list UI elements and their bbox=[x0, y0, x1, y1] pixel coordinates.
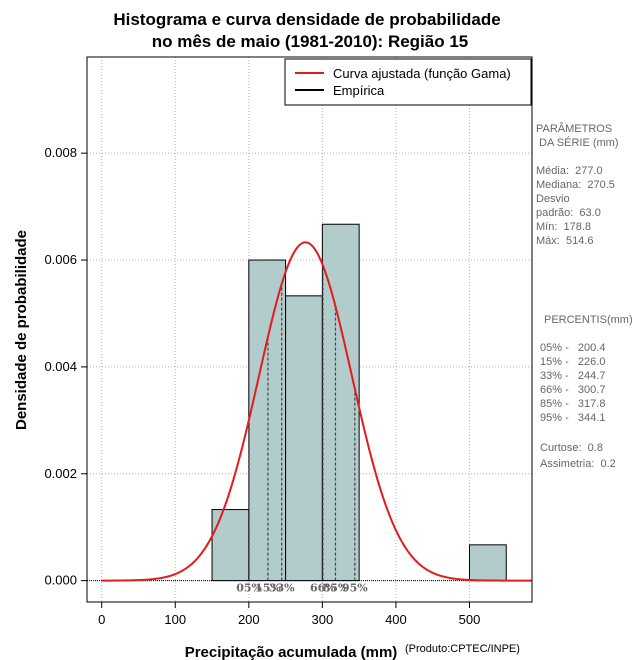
x-axis-label: Precipitação acumulada (mm) bbox=[185, 644, 398, 660]
y-axis-label: Densidade de probabilidade bbox=[13, 230, 30, 430]
legend-box bbox=[284, 58, 532, 106]
chart-title: Histograma e curva densidade de probabil… bbox=[113, 10, 500, 51]
histogram-bar bbox=[285, 295, 323, 582]
series-parameters-panel: PARÂMETROS DA SÉRIE (mm) Média: 277.0 Me… bbox=[536, 122, 633, 470]
param-sd-value: padrão: 63.0 bbox=[536, 207, 601, 219]
chart-title-line-2: no mês de maio (1981-2010): Região 15 bbox=[152, 32, 469, 51]
param-median: Mediana: 270.5 bbox=[536, 179, 615, 191]
x-tick-label: 400 bbox=[385, 612, 407, 627]
x-tick-label: 200 bbox=[238, 612, 260, 627]
x-tick-label: 300 bbox=[312, 612, 334, 627]
stat-kurtosis: Curtose: 0.8 bbox=[540, 442, 603, 454]
percentile-line-label: 33% bbox=[269, 582, 295, 595]
y-tick-label: 0.002 bbox=[44, 466, 77, 481]
percentile-lines bbox=[248, 265, 356, 581]
percentile-line-label: 66% bbox=[310, 582, 336, 595]
percentile-line-label: 05% bbox=[236, 582, 262, 595]
param-min: Mín: 178.8 bbox=[536, 221, 591, 233]
percentis-title: PERCENTIS(mm) bbox=[544, 314, 633, 326]
percentile-95: 95% - 344.1 bbox=[540, 412, 605, 424]
y-tick-label: 0.004 bbox=[44, 359, 77, 374]
plot-frame bbox=[86, 56, 533, 603]
percentile-line-label: 95% bbox=[342, 582, 368, 595]
fitted-gamma-curve bbox=[101, 241, 532, 582]
legend-label-empirical: Empírica bbox=[333, 83, 385, 98]
x-axis-ticks: 0 100 200 300 400 500 bbox=[98, 602, 480, 627]
params-title-line-2: DA SÉRIE (mm) bbox=[536, 136, 619, 149]
histogram-bar bbox=[468, 544, 507, 582]
legend-label-fitted: Curva ajustada (função Gama) bbox=[333, 66, 511, 81]
y-axis-ticks: 0.000 0.002 0.004 0.006 0.008 bbox=[44, 145, 87, 588]
percentile-33: 33% - 244.7 bbox=[540, 370, 605, 382]
param-mean: Média: 277.0 bbox=[536, 165, 603, 177]
histogram-bar bbox=[211, 509, 250, 582]
x-tick-label: 500 bbox=[459, 612, 481, 627]
legend: Curva ajustada (função Gama) Empírica bbox=[284, 58, 532, 106]
percentile-labels: 05%15%33% 66%85%95% bbox=[236, 582, 368, 595]
product-credit: (Produto:CPTEC/INPE) bbox=[405, 643, 520, 655]
percentile-85: 85% - 317.8 bbox=[540, 398, 605, 410]
stat-skewness: Assimetria: 0.2 bbox=[540, 458, 616, 470]
percentile-05: 05% - 200.4 bbox=[540, 342, 605, 354]
y-tick-label: 0.000 bbox=[44, 573, 77, 588]
y-tick-label: 0.006 bbox=[44, 252, 77, 267]
histogram-bar bbox=[248, 259, 287, 582]
x-tick-label: 0 bbox=[98, 612, 105, 627]
y-tick-label: 0.008 bbox=[44, 145, 77, 160]
param-max: Máx: 514.6 bbox=[536, 235, 593, 247]
percentile-66: 66% - 300.7 bbox=[540, 384, 605, 396]
histogram-bars bbox=[211, 223, 507, 582]
percentile-line-label: 15% bbox=[255, 582, 281, 595]
param-sd-label: Desvio bbox=[536, 193, 570, 205]
percentile-line-label: 85% bbox=[323, 582, 349, 595]
params-title-line-1: PARÂMETROS bbox=[536, 122, 612, 135]
x-tick-label: 100 bbox=[164, 612, 186, 627]
percentile-15: 15% - 226.0 bbox=[540, 356, 605, 368]
chart-title-line-1: Histograma e curva densidade de probabil… bbox=[113, 10, 500, 29]
